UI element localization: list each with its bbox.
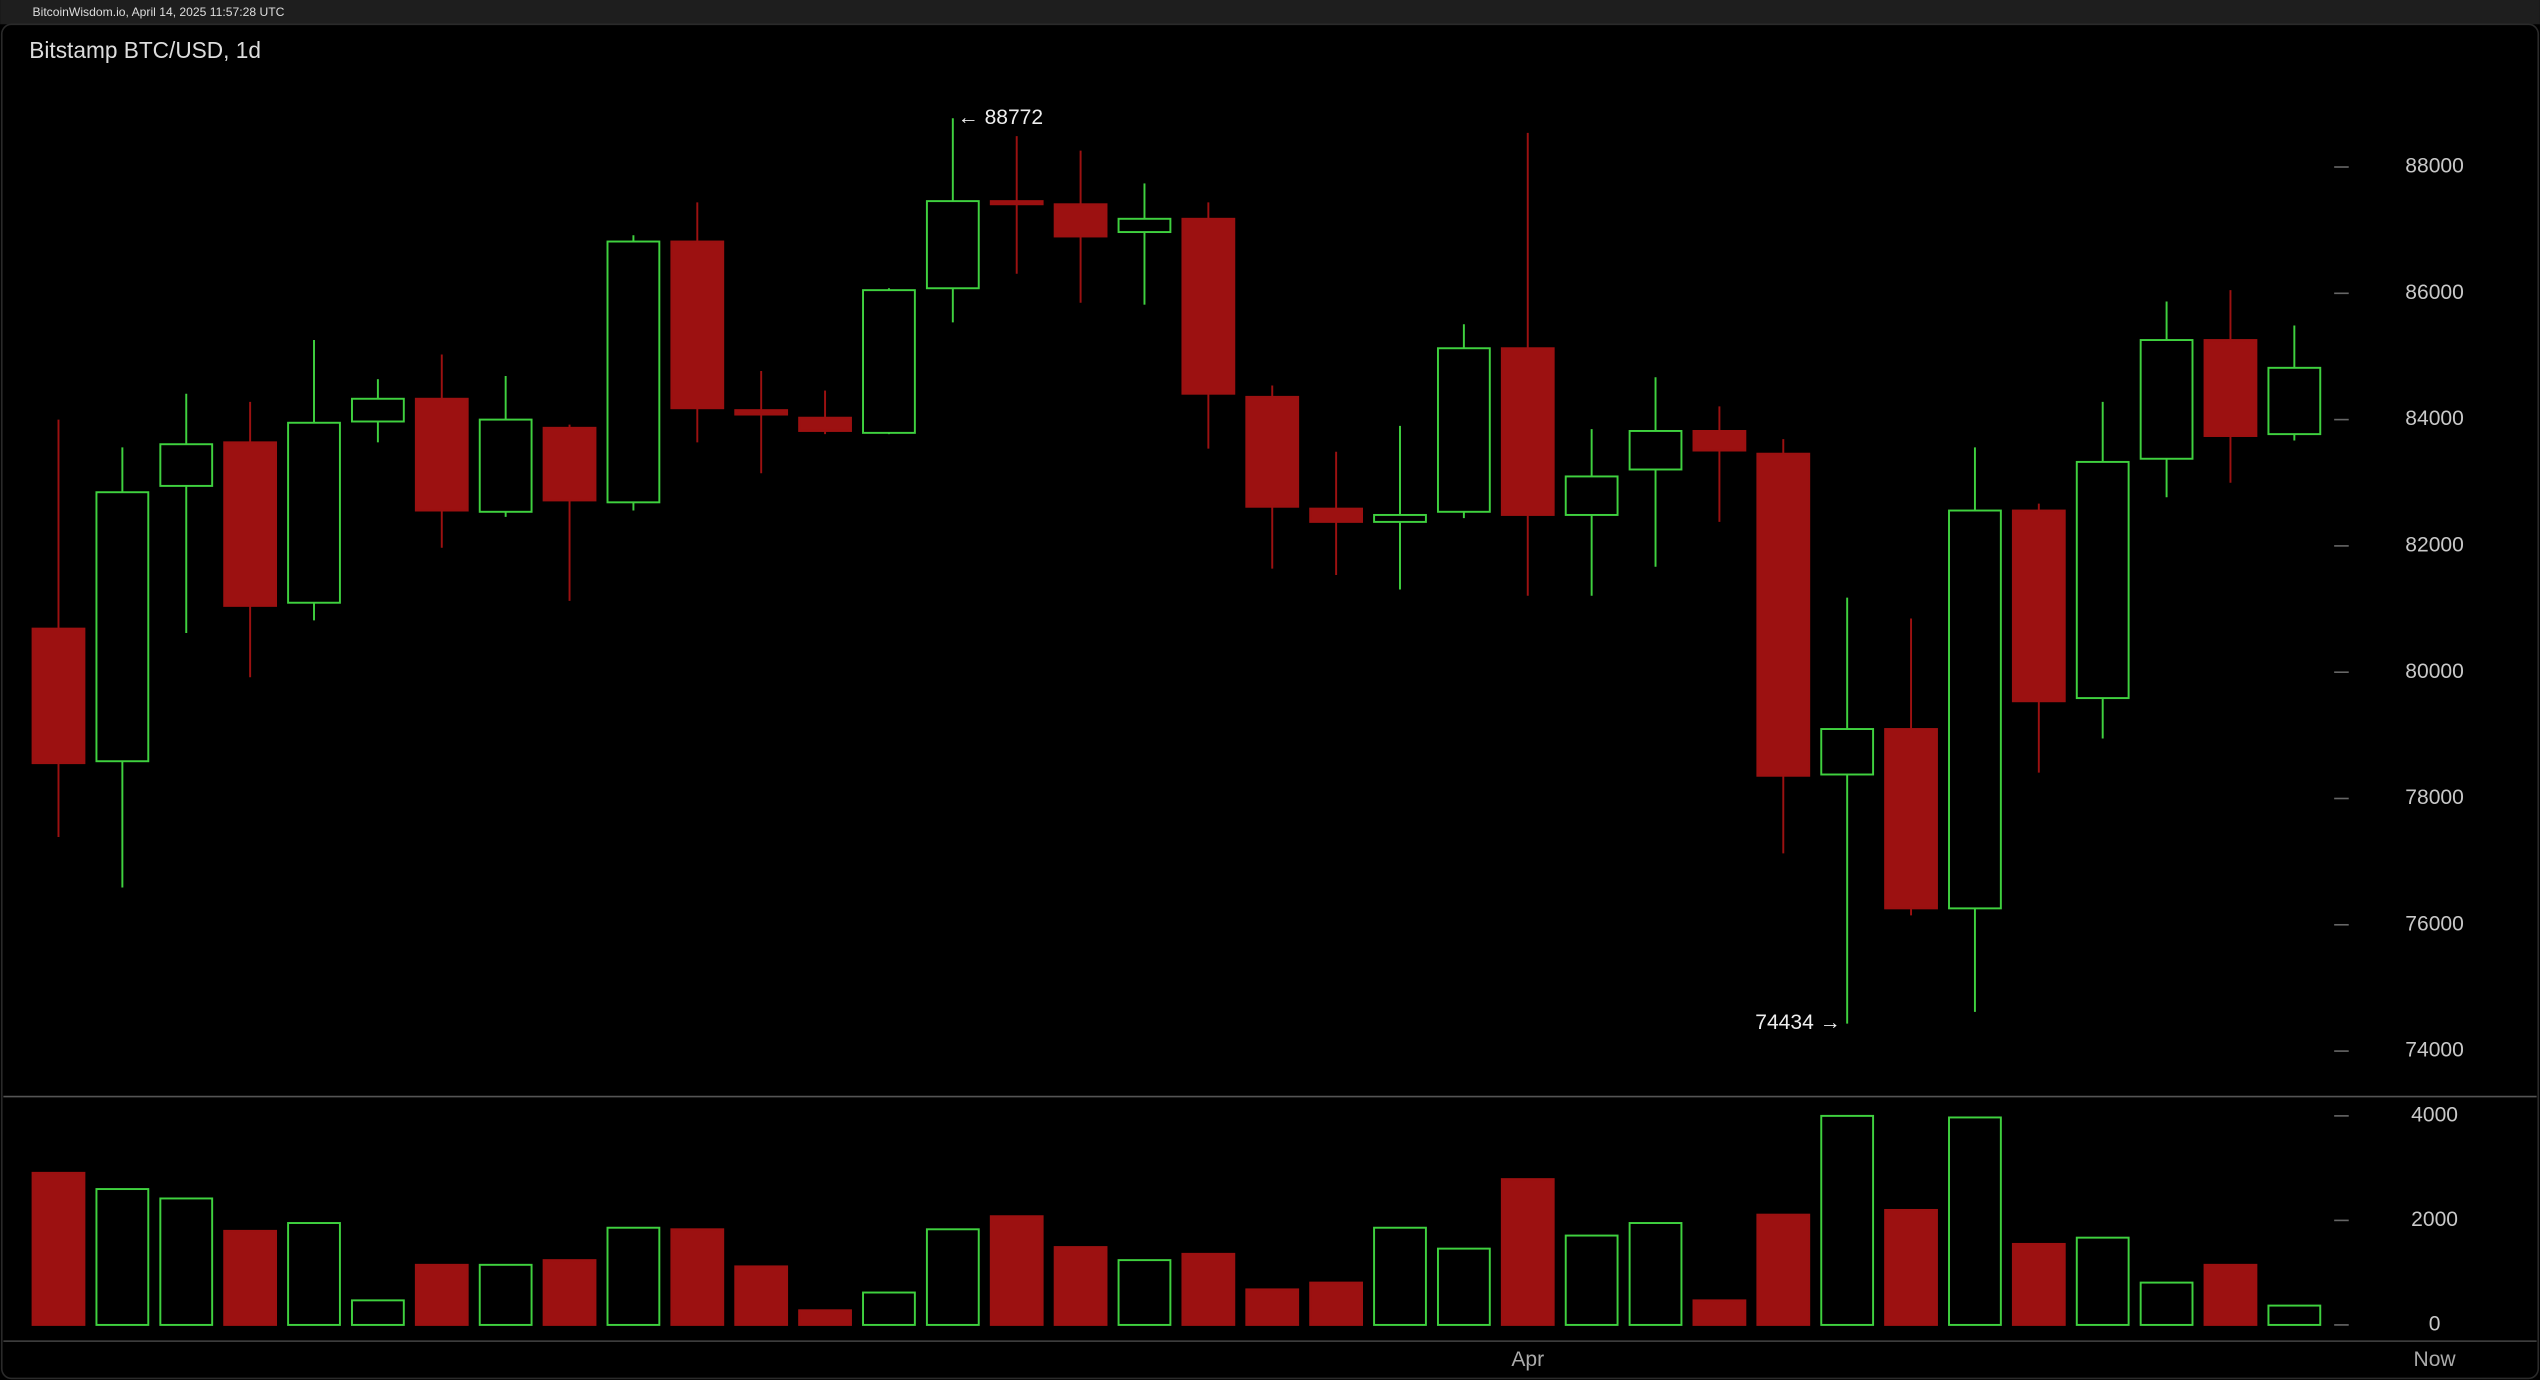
candle-body [542,426,597,502]
volume-bar [1181,1252,1236,1326]
volume-bar [2075,1236,2130,1326]
annotation: ← 88772 [958,106,1043,129]
candle-body [351,397,405,423]
volume-bar [95,1188,150,1326]
volume-bar [1820,1114,1875,1326]
y-tick-label: 76000 [2405,912,2464,935]
volume-bar [542,1259,597,1326]
volume-bar [925,1228,980,1326]
y-tick-label: 78000 [2405,786,2464,809]
volume-bar [159,1197,214,1326]
candle-body [2011,509,2066,703]
y-tick-label: 74000 [2405,1039,2464,1062]
volume-bar [1436,1247,1491,1326]
y-tick-label: 82000 [2405,533,2464,556]
candle-body [1948,509,2002,910]
now-label: Now [2414,1348,2457,1371]
header: BitcoinWisdom.io, April 14, 2025 11:57:2… [33,5,285,19]
candle-body [159,443,214,487]
volume-bar [478,1263,533,1326]
candle-body [989,200,1044,206]
candle-body [1628,429,1683,471]
volume-bar [31,1171,86,1326]
y-tick-label: 80000 [2405,660,2464,683]
volume-bar [862,1291,916,1326]
volume-bar [1692,1299,1747,1326]
candle-body [478,418,533,513]
volume-bar [2011,1242,2066,1326]
y-tick-label: 4000 [2411,1103,2458,1126]
candle-body [1309,507,1364,523]
candle-body [734,409,789,416]
candle-body [925,200,980,290]
volume-bar [734,1265,789,1326]
y-tick-label: 0 [2429,1312,2441,1335]
candle-body [1245,395,1300,508]
candle-body [223,441,278,607]
volume-bar [1628,1222,1683,1326]
candle-body [1436,347,1491,513]
candle-body [862,289,916,434]
volume-bar [1117,1259,1172,1326]
volume-bar [670,1228,725,1326]
volume-bar [606,1226,661,1326]
volume-bar [2267,1304,2322,1326]
volume-bar [1245,1288,1300,1326]
y-tick-label: 86000 [2405,281,2464,304]
candle-body [1500,347,1555,516]
candle-body [1692,429,1747,452]
volume-bar [287,1222,341,1326]
candle-body [798,416,852,432]
chart-title: Bitstamp BTC/USD, 1d [29,37,261,63]
candle-body [1564,475,1619,516]
candle-body [31,627,86,765]
volume-bar [351,1299,405,1326]
volume-bar [798,1309,852,1326]
volume-bar [989,1215,1044,1326]
x-tick-label: Apr [1511,1348,1544,1371]
volume-bar [1756,1213,1811,1326]
candle-body [606,240,661,504]
candle-body [2139,339,2194,460]
y-tick-label: 84000 [2405,407,2464,430]
candle-body [1117,217,1172,234]
candle-body [1181,217,1236,395]
candle-body [95,491,150,763]
y-tick-label: 88000 [2405,155,2464,178]
candle-body [414,397,469,512]
candle-body [2075,460,2130,700]
candle-body [287,421,341,604]
volume-bar [1884,1208,1938,1326]
candle-body [670,240,725,410]
candle-body [1756,452,1811,777]
candle-body [1053,203,1108,238]
top-bar [0,0,2540,25]
volume-bar [1564,1234,1619,1326]
volume-bar [1053,1246,1108,1326]
volume-bar [1500,1178,1555,1326]
volume-bar [1373,1226,1427,1326]
panel [0,23,2540,1380]
candle-body [1373,513,1427,523]
candle-body [1820,728,1875,776]
volume-bar [223,1229,278,1326]
candle-body [1884,728,1938,910]
candle-body [2203,339,2258,437]
volume-bar [2203,1263,2258,1326]
volume-bar [2139,1281,2194,1326]
candle-body [2267,366,2322,436]
volume-bar [1948,1116,2002,1326]
annotation: 74434 → [1755,1011,1840,1034]
y-tick-label: 2000 [2411,1208,2458,1231]
volume-bar [414,1263,469,1326]
volume-bar [1309,1281,1364,1326]
